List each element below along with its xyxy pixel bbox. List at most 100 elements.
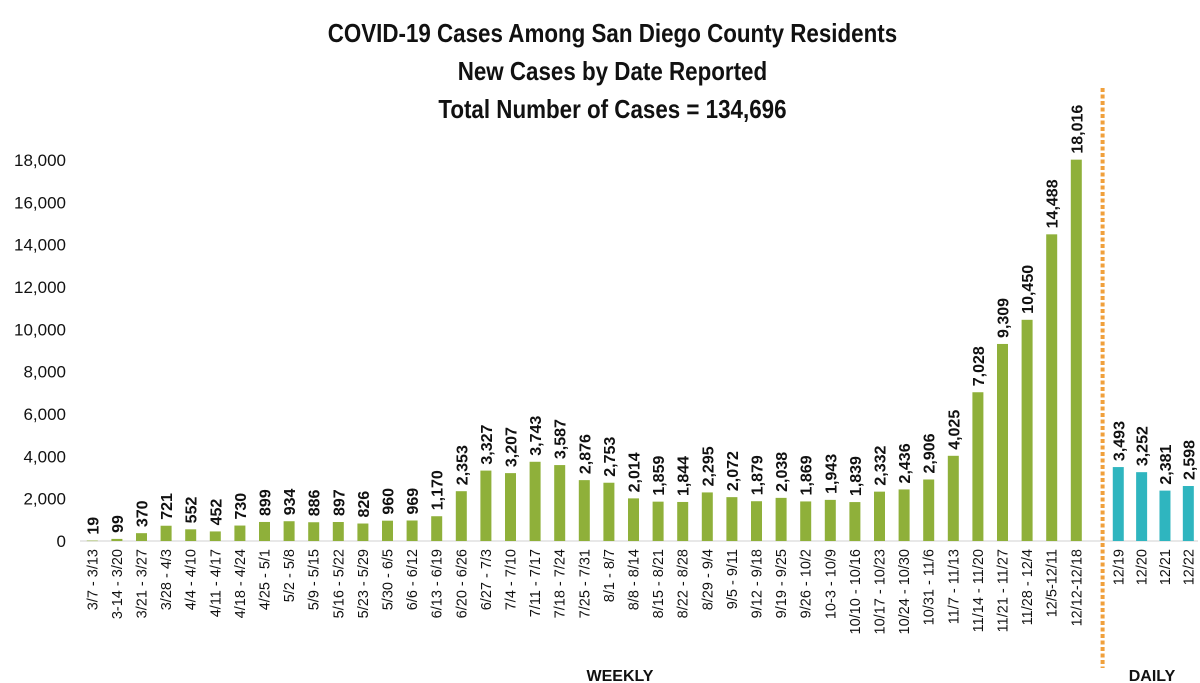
weekly-bar	[849, 502, 861, 541]
weekly-value-label: 1,869	[799, 455, 816, 495]
weekly-value-label: 2,072	[725, 451, 742, 491]
weekly-bar	[308, 522, 320, 541]
y-tick-label: 12,000	[14, 278, 66, 297]
weekly-value-label: 452	[208, 499, 225, 526]
weekly-value-label: 730	[233, 493, 250, 520]
daily-bar	[1112, 467, 1124, 541]
weekly-bar	[357, 523, 369, 541]
weekly-value-label: 9,309	[996, 298, 1013, 338]
daily-section-label: DAILY	[1129, 668, 1176, 683]
weekly-category-label: 10/10 - 10/16	[848, 549, 864, 634]
weekly-value-label: 7,028	[971, 346, 988, 386]
daily-value-label: 2,381	[1158, 444, 1175, 484]
y-tick-label: 10,000	[14, 320, 66, 339]
weekly-value-label: 826	[356, 491, 373, 518]
daily-value-label: 3,252	[1135, 426, 1152, 466]
weekly-value-label: 721	[159, 493, 176, 520]
weekly-bar	[111, 538, 123, 541]
daily-bar	[1159, 490, 1171, 541]
weekly-value-label: 2,906	[922, 433, 939, 473]
weekly-bar	[332, 522, 344, 541]
weekly-bar	[406, 520, 418, 541]
weekly-value-label: 99	[110, 515, 127, 533]
chart-total-cases: Total Number of Cases = 134,696	[438, 94, 787, 124]
weekly-bar	[578, 480, 590, 541]
weekly-value-label: 899	[258, 489, 275, 516]
weekly-bar	[628, 498, 639, 541]
weekly-value-label: 19	[85, 517, 102, 535]
weekly-category-label: 3/28 - 4/3	[159, 549, 175, 610]
weekly-value-label: 14,488	[1045, 179, 1062, 228]
weekly-bar	[382, 520, 393, 541]
weekly-value-label: 2,436	[897, 443, 914, 483]
weekly-bar	[1070, 159, 1082, 542]
weekly-value-label: 1,879	[750, 455, 767, 495]
weekly-bar	[1046, 234, 1058, 541]
weekly-category-label: 6/6 - 6/12	[405, 549, 421, 610]
weekly-category-label: 8/15 - 8/21	[651, 549, 667, 618]
weekly-category-label: 12/5-12/11	[1045, 549, 1061, 617]
weekly-value-label: 1,839	[848, 456, 865, 496]
weekly-value-label: 10,450	[1020, 265, 1037, 314]
weekly-category-label: 8/1 - 8/7	[602, 549, 618, 602]
weekly-value-label: 1,859	[651, 456, 668, 496]
weekly-bar	[160, 525, 172, 541]
daily-value-label: 2,598	[1181, 440, 1198, 480]
chart-title: COVID-19 Cases Among San Diego County Re…	[327, 18, 898, 48]
weekly-bar	[209, 531, 221, 541]
weekly-bar	[431, 516, 443, 541]
y-tick-label: 6,000	[23, 405, 66, 424]
weekly-value-label: 2,876	[577, 434, 594, 474]
daily-category-label: 12/20	[1135, 549, 1151, 585]
weekly-category-label: 12/12-12/18	[1069, 549, 1085, 626]
weekly-bar	[283, 521, 295, 541]
weekly-category-label: 5/2 - 5/8	[282, 549, 298, 602]
weekly-value-label: 2,332	[873, 445, 890, 485]
weekly-value-label: 2,038	[774, 452, 791, 492]
weekly-bar	[480, 470, 492, 541]
weekly-category-label: 4/18 - 4/24	[233, 549, 249, 618]
daily-category-label: 12/21	[1158, 549, 1174, 585]
weekly-bar	[603, 482, 615, 541]
weekly-value-label: 2,295	[700, 446, 717, 486]
y-tick-label: 4,000	[23, 447, 66, 466]
weekly-value-label: 3,207	[504, 427, 521, 467]
weekly-bar	[898, 489, 910, 541]
weekly-value-label: 3,743	[528, 416, 545, 456]
weekly-bar	[259, 521, 270, 541]
weekly-category-label: 9/19 - 9/25	[774, 549, 790, 618]
weekly-category-label: 5/23 - 5/29	[356, 549, 372, 618]
weekly-bar	[775, 497, 787, 541]
weekly-bar	[947, 455, 959, 541]
y-tick-label: 2,000	[23, 490, 66, 509]
weekly-category-label: 7/4 - 7/10	[504, 549, 520, 610]
weekly-value-label: 1,844	[676, 456, 693, 496]
weekly-category-label: 10/24 - 10/30	[897, 549, 913, 634]
weekly-category-label: 11/14 - 11/20	[971, 549, 987, 632]
weekly-value-label: 934	[282, 488, 299, 515]
weekly-bar	[997, 343, 1008, 541]
weekly-value-label: 2,753	[602, 437, 619, 477]
weekly-category-label: 11/28 - 12/4	[1020, 549, 1036, 625]
weekly-bar	[455, 491, 467, 541]
y-tick-label: 0	[57, 532, 66, 551]
weekly-bar	[677, 501, 689, 541]
daily-category-label: 12/22	[1181, 549, 1197, 585]
daily-bar	[1136, 472, 1148, 541]
weekly-category-label: 8/8 - 8/14	[627, 549, 643, 610]
weekly-category-label: 11/7 - 11/13	[946, 549, 962, 624]
weekly-category-label: 7/11 - 7/17	[528, 549, 544, 617]
weekly-value-label: 3,587	[553, 419, 570, 459]
daily-bar	[1182, 486, 1194, 541]
weekly-bar	[923, 479, 935, 541]
weekly-value-label: 2,353	[454, 445, 471, 485]
weekly-category-label: 5/30 - 6/5	[381, 549, 397, 610]
weekly-category-label: 10/31 - 11/6	[922, 549, 938, 625]
daily-value-label: 3,493	[1111, 421, 1128, 461]
weekly-category-label: 9/12 - 9/18	[750, 549, 766, 618]
weekly-category-label: 7/18 - 7/24	[553, 549, 569, 618]
weekly-category-label: 4/11 - 4/17	[208, 549, 224, 617]
weekly-bar	[185, 529, 197, 541]
weekly-bar	[554, 465, 566, 541]
